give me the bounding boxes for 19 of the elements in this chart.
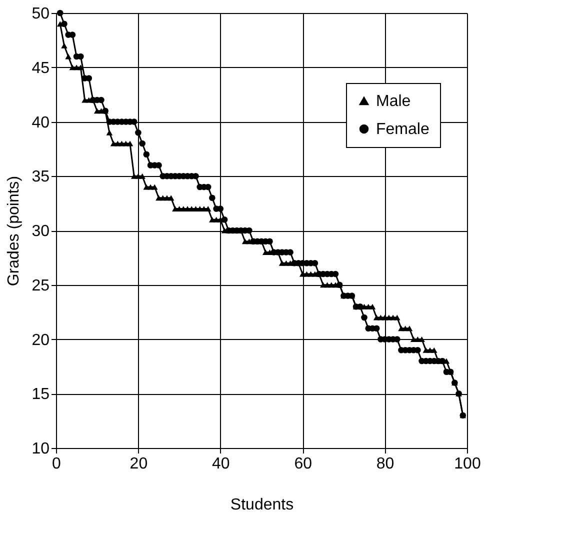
y-tick-label: 35 bbox=[32, 168, 50, 186]
y-axis-title: Grades (points) bbox=[6, 176, 23, 286]
y-tick-label: 50 bbox=[32, 6, 50, 22]
x-axis-title: Students bbox=[230, 496, 294, 514]
y-tick-label: 30 bbox=[32, 223, 50, 240]
x-tick-label: 60 bbox=[294, 456, 312, 472]
y-tick-label: 45 bbox=[32, 60, 50, 77]
x-tick-label: 0 bbox=[52, 456, 62, 472]
y-tick-label: 40 bbox=[32, 114, 50, 132]
y-tick-label: 10 bbox=[32, 440, 50, 458]
x-tick-label: 20 bbox=[130, 456, 148, 472]
legend-label: Female bbox=[376, 121, 430, 138]
y-tick-label: 15 bbox=[32, 386, 50, 404]
x-tick-label: 40 bbox=[212, 456, 230, 472]
x-tick-label: 100 bbox=[454, 456, 481, 472]
y-tick-label: 20 bbox=[32, 332, 50, 349]
legend-label: Male bbox=[376, 93, 411, 110]
y-tick-label: 25 bbox=[32, 277, 50, 294]
x-tick-label: 80 bbox=[376, 456, 394, 472]
